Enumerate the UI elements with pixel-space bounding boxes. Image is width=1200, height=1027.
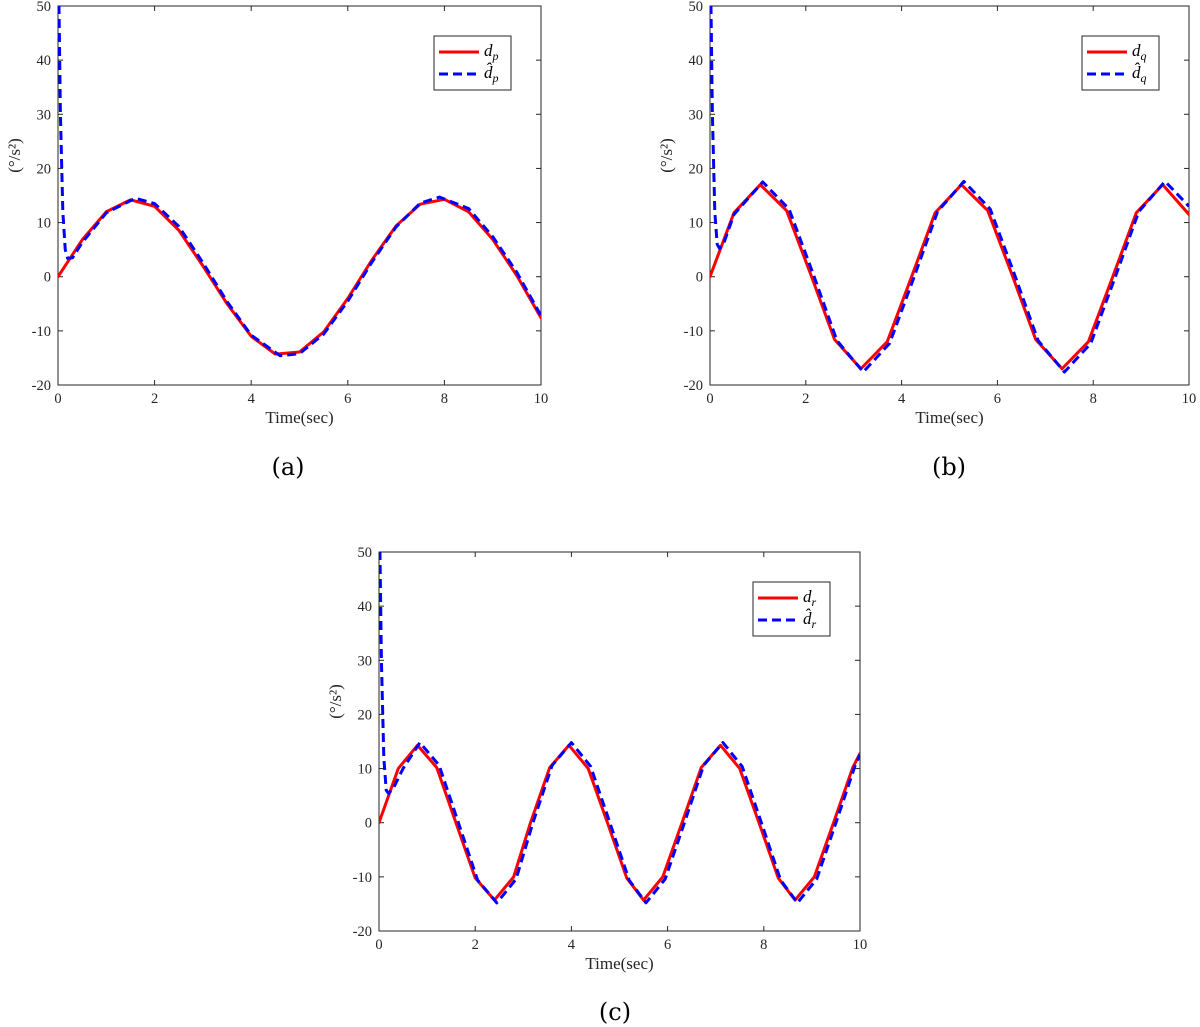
legend-label: d̂r <box>803 609 817 631</box>
y-tick-label: 10 <box>689 216 704 232</box>
x-tick-label: 0 <box>706 391 713 407</box>
legend: drd̂r <box>752 581 831 637</box>
series-line-2 <box>379 552 860 905</box>
y-tick-label: 30 <box>689 107 704 123</box>
x-tick-label: 6 <box>344 391 351 407</box>
y-tick-label: 40 <box>37 53 52 69</box>
x-tick-label: 8 <box>760 937 767 953</box>
y-tick-label: 40 <box>358 599 373 615</box>
y-tick-label: -10 <box>353 870 372 886</box>
x-tick-label: 10 <box>853 937 868 953</box>
x-axis-label: Time(sec) <box>265 408 333 427</box>
legend-box <box>433 35 512 91</box>
legend-label-subscript: r <box>812 595 817 609</box>
x-tick-label: 4 <box>898 391 906 407</box>
y-tick-label: 50 <box>37 0 52 15</box>
legend-label-main: d <box>484 41 493 60</box>
chart-panel-1: 0 2 4 6 8 10 -20 -10 0 10 20 30 40 50 Time(sec) (°/s²) d… <box>5 0 548 481</box>
series-line-1 <box>379 743 860 902</box>
y-axis-label: (°/s²) <box>5 138 24 173</box>
legend-box <box>752 581 831 637</box>
x-tick-label: 6 <box>664 937 671 953</box>
legend: dqd̂q <box>1081 35 1160 91</box>
series-line-1 <box>58 197 541 356</box>
x-tick-label: 8 <box>1090 391 1097 407</box>
y-tick-label: 0 <box>696 270 703 286</box>
panel-caption: (a) <box>271 453 304 481</box>
plot-area <box>710 6 1189 374</box>
x-tick-label: 4 <box>568 937 576 953</box>
y-axis-label: (°/s²) <box>326 684 345 719</box>
panel-caption: (b) <box>932 453 966 481</box>
legend-label: dp <box>484 41 499 63</box>
x-tick-label: 4 <box>248 391 256 407</box>
x-axis-label: Time(sec) <box>585 954 653 973</box>
y-tick-label: -10 <box>32 324 51 340</box>
y-tick-label: -20 <box>353 924 372 940</box>
legend-label-main: d <box>1132 41 1141 60</box>
legend-label-subscript: q <box>1141 71 1147 85</box>
y-axis-label: (°/s²) <box>657 138 676 173</box>
y-tick-label: 20 <box>358 707 373 723</box>
legend-label-subscript: q <box>1141 49 1147 63</box>
y-tick-label: 20 <box>689 161 704 177</box>
x-axis-label: Time(sec) <box>915 408 983 427</box>
legend-label-subscript: p <box>492 49 499 63</box>
y-tick-label: 20 <box>37 161 52 177</box>
plot-area <box>58 6 541 358</box>
y-tick-label: -20 <box>32 378 51 394</box>
y-tick-label: 30 <box>358 653 373 669</box>
legend-label-main: d̂ <box>803 609 812 628</box>
x-tick-label: 2 <box>151 391 158 407</box>
series-line-2 <box>58 6 541 358</box>
x-tick-label: 2 <box>802 391 809 407</box>
plot-frame <box>378 551 861 932</box>
x-tick-label: 0 <box>375 937 382 953</box>
x-tick-label: 6 <box>994 391 1001 407</box>
series-line-2 <box>710 6 1189 374</box>
plot-frame <box>57 5 542 386</box>
y-tick-label: 50 <box>358 545 373 561</box>
y-tick-label: -20 <box>684 378 703 394</box>
y-tick-label: 10 <box>358 762 373 778</box>
panel-caption: (c) <box>599 998 631 1026</box>
y-tick-label: 50 <box>689 0 704 15</box>
y-tick-label: 0 <box>44 270 51 286</box>
series-line-1 <box>710 183 1189 371</box>
plot-frame <box>709 5 1190 386</box>
chart-panel-2: 0 2 4 6 8 10 -20 -10 0 10 20 30 40 50 Time(sec) (°/s²) d… <box>657 0 1196 481</box>
x-tick-label: 2 <box>472 937 479 953</box>
x-tick-label: 8 <box>441 391 448 407</box>
y-tick-label: 40 <box>689 53 704 69</box>
legend-label-main: d <box>803 587 812 606</box>
y-tick-label: 0 <box>365 816 372 832</box>
y-tick-label: 30 <box>37 107 52 123</box>
legend-label: d̂q <box>1132 63 1147 85</box>
y-tick-label: 10 <box>37 216 52 232</box>
plot-area <box>379 552 860 905</box>
legend-label: d̂p <box>484 63 499 85</box>
legend-label: dr <box>803 587 817 609</box>
y-tick-label: -10 <box>684 324 703 340</box>
chart-panel-3: 0 2 4 6 8 10 -20 -10 0 10 20 30 40 50 Time(sec) (°/s²) d… <box>326 545 867 1026</box>
legend-label-main: d̂ <box>1132 63 1141 82</box>
x-tick-label: 0 <box>54 391 61 407</box>
legend-label-subscript: r <box>812 617 817 631</box>
legend-label: dq <box>1132 41 1147 63</box>
x-tick-label: 10 <box>1182 391 1197 407</box>
legend-box <box>1081 35 1160 91</box>
legend: dpd̂p <box>433 35 512 91</box>
x-tick-label: 10 <box>534 391 549 407</box>
legend-label-main: d̂ <box>484 63 493 82</box>
legend-label-subscript: p <box>492 71 499 85</box>
